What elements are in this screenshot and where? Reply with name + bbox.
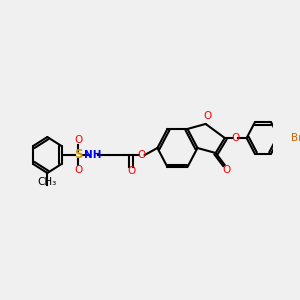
Text: O: O bbox=[74, 135, 82, 145]
Text: O: O bbox=[127, 166, 135, 176]
Text: S: S bbox=[74, 148, 82, 161]
Text: O: O bbox=[138, 150, 146, 160]
Text: O: O bbox=[74, 165, 82, 175]
Text: CH₃: CH₃ bbox=[38, 177, 57, 187]
Text: Br: Br bbox=[291, 133, 300, 143]
Text: O: O bbox=[232, 133, 240, 143]
Text: NH: NH bbox=[84, 150, 102, 160]
Text: O: O bbox=[203, 111, 211, 121]
Text: O: O bbox=[223, 165, 231, 175]
